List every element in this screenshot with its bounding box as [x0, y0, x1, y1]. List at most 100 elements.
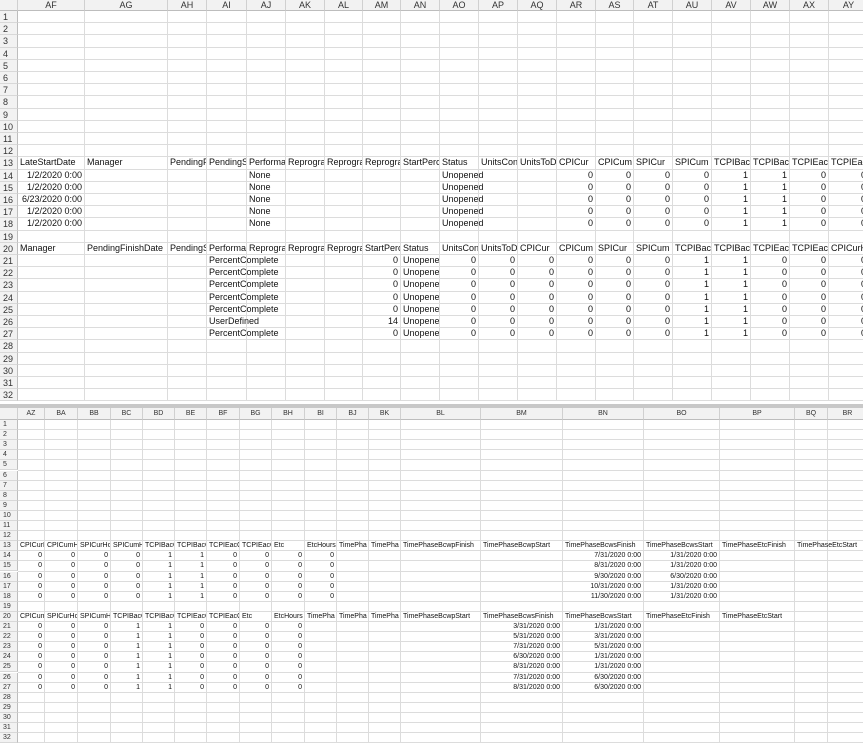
cell: PercentComplete: [209, 328, 279, 339]
grid-line: [18, 95, 863, 97]
row-header: 18: [0, 218, 18, 231]
row-header: 11: [0, 133, 18, 146]
cell: 0: [634, 291, 672, 303]
cell: CPICur: [559, 157, 589, 168]
cell: 0: [518, 303, 556, 315]
grid-line: [18, 621, 863, 622]
cell: 0: [207, 662, 239, 672]
cell: 1: [143, 571, 174, 581]
column-header: AS: [596, 0, 634, 11]
cell: 0: [518, 291, 556, 303]
cell: 1: [712, 267, 750, 279]
cell: 0: [790, 169, 828, 181]
row-header: 26: [0, 672, 18, 683]
row-header: 21: [0, 622, 18, 633]
cell: TimePhaseEtcFinish: [722, 542, 786, 550]
cell: 0: [596, 181, 633, 193]
cell: None: [249, 218, 271, 229]
row-header: 19: [0, 601, 18, 612]
grid-line: [18, 459, 863, 461]
row-header: 12: [0, 145, 18, 158]
cell: TCPIEacC: [209, 612, 239, 620]
column-header: AL: [325, 0, 363, 11]
cell: 0: [596, 218, 633, 230]
cell: 1: [712, 291, 750, 303]
cell: 0: [207, 571, 239, 581]
grid-line: [18, 641, 863, 643]
cell: 1: [673, 291, 711, 303]
cell: 0: [207, 622, 239, 632]
column-header: BP: [720, 408, 795, 420]
cell: 0: [240, 632, 271, 642]
cell: 1: [111, 632, 142, 642]
column-header: AF: [18, 0, 85, 11]
cell: Unopene: [403, 291, 439, 302]
cell: TimePhaseBcwpStart: [403, 612, 471, 620]
cell: 0: [479, 328, 517, 340]
cell: 1: [111, 672, 142, 682]
grid-line: [18, 193, 863, 194]
grid-line: [18, 241, 863, 243]
cell: UnitsCon: [442, 242, 478, 253]
grid-line: [18, 671, 863, 673]
cell: 1: [143, 642, 174, 652]
cell: 1: [143, 561, 174, 571]
cell: 0: [272, 561, 304, 571]
cell: 0: [305, 581, 336, 591]
cell: Unopene: [403, 267, 439, 278]
cell: 0: [240, 682, 271, 692]
cell: 1: [143, 632, 174, 642]
grid-line: [18, 22, 863, 24]
cell: 0: [207, 632, 239, 642]
grid-line: [478, 11, 479, 402]
cell: 0: [673, 194, 711, 206]
cell: 0: [45, 551, 77, 561]
cell: 0: [363, 279, 400, 291]
column-header: AU: [673, 0, 712, 11]
cell: 0: [440, 303, 478, 315]
cell: 0: [634, 255, 672, 267]
cell: 0: [18, 632, 44, 642]
column-header: AM: [363, 0, 401, 11]
grid-line: [517, 11, 518, 402]
cell: 1: [143, 622, 174, 632]
cell: 0: [634, 218, 672, 230]
row-header: 18: [0, 591, 18, 602]
cell: 0: [829, 267, 863, 279]
cell: 0: [440, 328, 478, 340]
cell: 0: [175, 672, 206, 682]
cell: 0: [78, 561, 110, 571]
cell: 0: [557, 267, 595, 279]
row-header: 29: [0, 352, 18, 365]
top-pane: AF AG AH AI AJ AK AL AM AN AO AP AQ AR AS AT AU AV AW AX AY…: [0, 0, 863, 402]
cell: TimePhaseBcwsFinish: [483, 612, 554, 620]
cell: 0: [829, 206, 863, 218]
cell: 0: [673, 218, 711, 230]
cell: UnitsToD: [520, 157, 556, 168]
grid-line: [18, 540, 863, 542]
row-header: 2: [0, 430, 18, 441]
column-header: AI: [207, 0, 247, 11]
cell: 0: [790, 291, 828, 303]
cell: 1/31/2020 0:00: [644, 591, 719, 601]
cell: 0: [18, 561, 44, 571]
cell: 0: [634, 181, 672, 193]
cell: 1: [712, 194, 750, 206]
cell: CPICur: [520, 242, 550, 253]
cell: 0: [596, 291, 633, 303]
cell: 0: [305, 571, 336, 581]
grid-line: [206, 11, 207, 402]
grid-line: [18, 315, 863, 316]
cell: TCPIEacC: [792, 242, 828, 253]
row-header: 27: [0, 328, 18, 341]
cell: 1: [673, 328, 711, 340]
grid-line: [828, 11, 829, 402]
column-header: BI: [305, 408, 337, 420]
cell: 0: [272, 662, 304, 672]
cell: 1: [143, 551, 174, 561]
cell: 0: [45, 672, 77, 682]
row-header: 5: [0, 59, 18, 72]
row-header: 23: [0, 642, 18, 653]
cell: 0: [240, 551, 271, 561]
cell: 7/31/2020 0:00: [563, 551, 643, 561]
